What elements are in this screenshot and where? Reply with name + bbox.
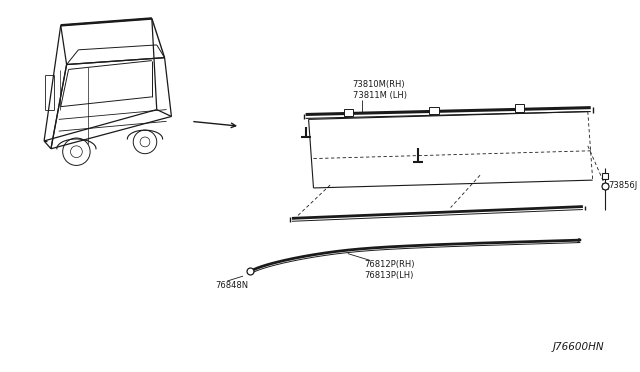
Text: 76848N: 76848N — [216, 281, 249, 290]
Bar — [344, 109, 353, 116]
Bar — [429, 106, 439, 114]
Text: J76600HN: J76600HN — [553, 341, 604, 352]
Text: 76812P(RH)
76813P(LH): 76812P(RH) 76813P(LH) — [364, 260, 415, 280]
Bar — [515, 105, 524, 112]
Text: 73810M(RH)
73811M (LH): 73810M(RH) 73811M (LH) — [353, 80, 406, 100]
Text: 73856J: 73856J — [609, 180, 637, 189]
